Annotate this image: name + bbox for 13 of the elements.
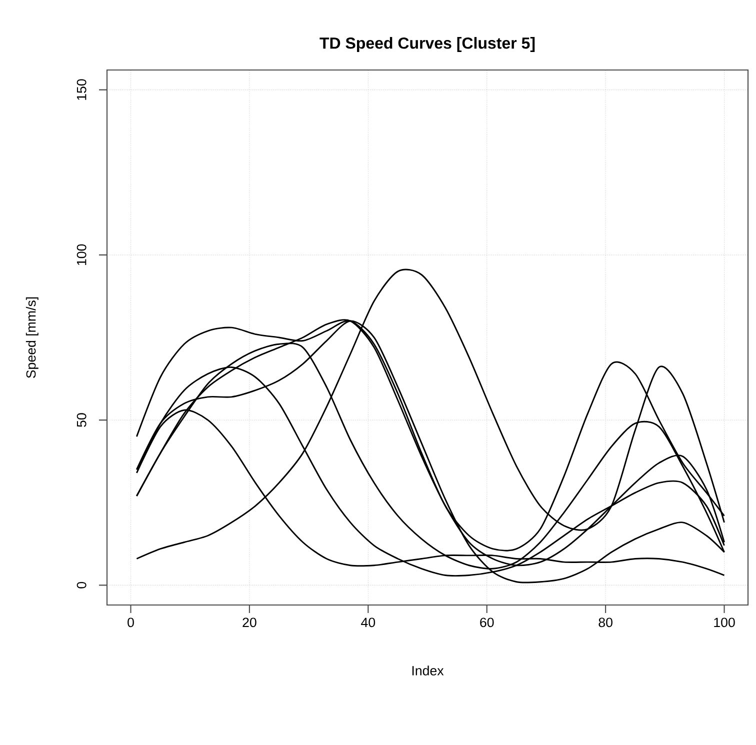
- x-tick-label: 0: [128, 618, 134, 628]
- y-axis-title: Speed [mm/s]: [26, 297, 38, 378]
- x-tick-label: 60: [480, 618, 494, 628]
- x-tick-label: 100: [714, 618, 735, 628]
- y-tick-label: 0: [76, 582, 86, 588]
- x-tick-label: 40: [361, 618, 376, 628]
- chart-title: TD Speed Curves [Cluster 5]: [320, 37, 535, 52]
- y-tick-label: 100: [76, 244, 86, 266]
- x-tick-label: 20: [242, 618, 256, 628]
- y-tick-label: 50: [76, 413, 86, 427]
- x-tick-label: 80: [598, 618, 612, 628]
- y-tick-label: 150: [76, 79, 86, 100]
- x-axis-title: Index: [412, 666, 444, 676]
